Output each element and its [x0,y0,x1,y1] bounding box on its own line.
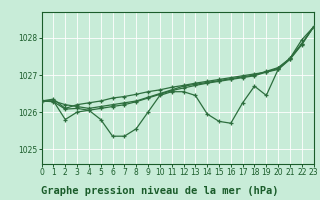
Text: Graphe pression niveau de la mer (hPa): Graphe pression niveau de la mer (hPa) [41,186,279,196]
